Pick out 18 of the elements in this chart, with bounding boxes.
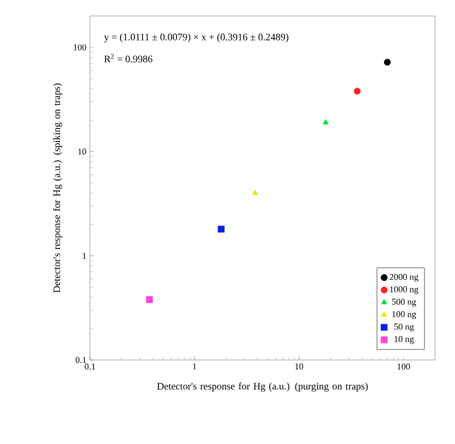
legend-label: 10 ng <box>394 336 414 344</box>
y-tick-label: 100 <box>74 44 86 50</box>
y-tick-label: 0.1 <box>76 356 86 364</box>
x-tick-label: 10 <box>295 364 304 370</box>
annotation: R$^{2}$ = 0.9986 <box>104 54 152 62</box>
legend-label: 1000 ng <box>390 286 418 294</box>
legend-label: 50 ng <box>394 324 414 332</box>
x-tick-label: 100 <box>398 364 410 370</box>
x-tick-label: 1 <box>193 364 196 370</box>
legend-label: 100 ng <box>392 311 416 320</box>
x-axis-title: Detector's response for Hg (a.u.) (purging on traps) <box>157 382 368 392</box>
x-tick-label: 0.1 <box>84 364 96 370</box>
legend-label: 500 ng <box>392 298 416 307</box>
annotation: y = (1.0111 ± 0.0079) × x + (0.3916 ± 0.2489) <box>104 33 288 42</box>
legend-label: 2000 ng <box>390 274 418 282</box>
y-tick-label: 10 <box>78 148 86 155</box>
y-axis-title: Detector's response for Hg (a.u.) (spiking on traps) <box>53 84 62 293</box>
y-tick-label: 1 <box>82 252 86 259</box>
